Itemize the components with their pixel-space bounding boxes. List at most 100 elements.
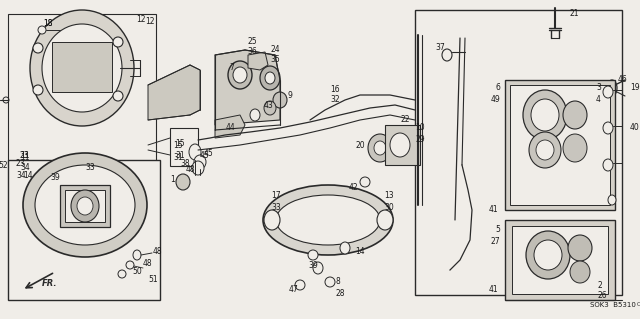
Text: 15: 15 [173,140,183,150]
Text: 3: 3 [596,84,601,93]
Ellipse shape [374,141,386,155]
Text: 31: 31 [175,151,184,160]
Text: 14: 14 [355,248,365,256]
Ellipse shape [563,134,587,162]
Polygon shape [215,115,245,138]
Polygon shape [248,52,268,70]
Ellipse shape [603,159,613,171]
Bar [505,80,615,210]
Ellipse shape [390,133,410,157]
Text: FR.: FR. [42,279,58,288]
Text: 50: 50 [132,268,141,277]
Ellipse shape [233,67,247,83]
Text: 28: 28 [335,290,344,299]
Ellipse shape [360,177,370,187]
Text: 19: 19 [630,84,639,93]
Bar [512,226,608,294]
Text: 38: 38 [180,159,190,167]
Text: 27: 27 [490,238,500,247]
Text: 4: 4 [596,95,601,105]
Text: 7: 7 [230,63,234,72]
Bar [8,14,156,162]
Ellipse shape [603,122,613,134]
Text: 46: 46 [618,76,628,85]
Polygon shape [148,65,200,120]
Text: 10: 10 [415,123,425,132]
Ellipse shape [33,85,43,95]
Text: 24: 24 [270,46,280,55]
Ellipse shape [570,261,590,283]
Ellipse shape [77,197,93,215]
Text: 6: 6 [495,84,500,93]
Ellipse shape [23,153,147,257]
Text: 1: 1 [170,175,175,184]
Text: 39: 39 [50,174,60,182]
Text: 43: 43 [263,101,273,110]
Text: 48: 48 [153,248,163,256]
Text: 22: 22 [401,115,410,124]
Text: 47: 47 [288,286,298,294]
Ellipse shape [568,235,592,261]
Text: 45: 45 [200,151,210,160]
Bar [170,128,198,166]
Text: 41: 41 [488,205,498,214]
Bar [52,42,112,92]
Text: 20: 20 [355,140,365,150]
Text: 11: 11 [20,151,29,160]
Bar [385,125,420,165]
Ellipse shape [526,231,570,279]
Text: 31: 31 [173,153,183,162]
Text: 13: 13 [384,190,394,199]
Text: 30: 30 [384,204,394,212]
Ellipse shape [35,165,135,245]
Text: 48: 48 [185,166,195,174]
Polygon shape [215,50,280,125]
Ellipse shape [608,195,616,205]
Bar [65,190,105,222]
Ellipse shape [313,262,323,274]
Text: 45: 45 [203,149,213,158]
Ellipse shape [607,80,617,96]
Text: 9: 9 [287,91,292,100]
Text: 14: 14 [23,170,33,180]
Text: 26: 26 [597,292,607,300]
Ellipse shape [113,37,123,47]
Text: 42: 42 [348,183,358,192]
Text: 33: 33 [271,204,281,212]
Ellipse shape [263,185,393,255]
Ellipse shape [260,66,280,90]
Text: 51: 51 [148,276,157,285]
Ellipse shape [377,210,393,230]
Text: 8: 8 [335,278,340,286]
Text: 5: 5 [495,226,500,234]
Ellipse shape [228,61,252,89]
Text: 44: 44 [225,123,235,132]
Text: 39: 39 [308,261,318,270]
Ellipse shape [176,174,190,190]
Text: 41: 41 [488,286,498,294]
Ellipse shape [529,132,561,168]
Ellipse shape [71,190,99,222]
Ellipse shape [325,277,335,287]
Ellipse shape [189,144,201,160]
Ellipse shape [523,90,567,140]
Ellipse shape [534,240,562,270]
Text: 32: 32 [330,95,340,105]
Text: 29: 29 [415,136,425,145]
Text: 35: 35 [270,56,280,64]
Ellipse shape [264,210,280,230]
Text: SOK3  B5310: SOK3 B5310 [590,302,636,308]
Ellipse shape [250,109,260,121]
Ellipse shape [265,72,275,84]
Bar [415,10,622,295]
Text: 33: 33 [85,162,95,172]
Text: 48: 48 [143,258,152,268]
Ellipse shape [42,24,122,112]
Text: 2: 2 [597,280,602,290]
Text: 21: 21 [570,10,579,19]
Text: 18: 18 [44,19,52,28]
Ellipse shape [113,91,123,101]
Text: 36: 36 [247,48,257,56]
Text: 12: 12 [136,16,145,25]
Ellipse shape [442,49,452,61]
